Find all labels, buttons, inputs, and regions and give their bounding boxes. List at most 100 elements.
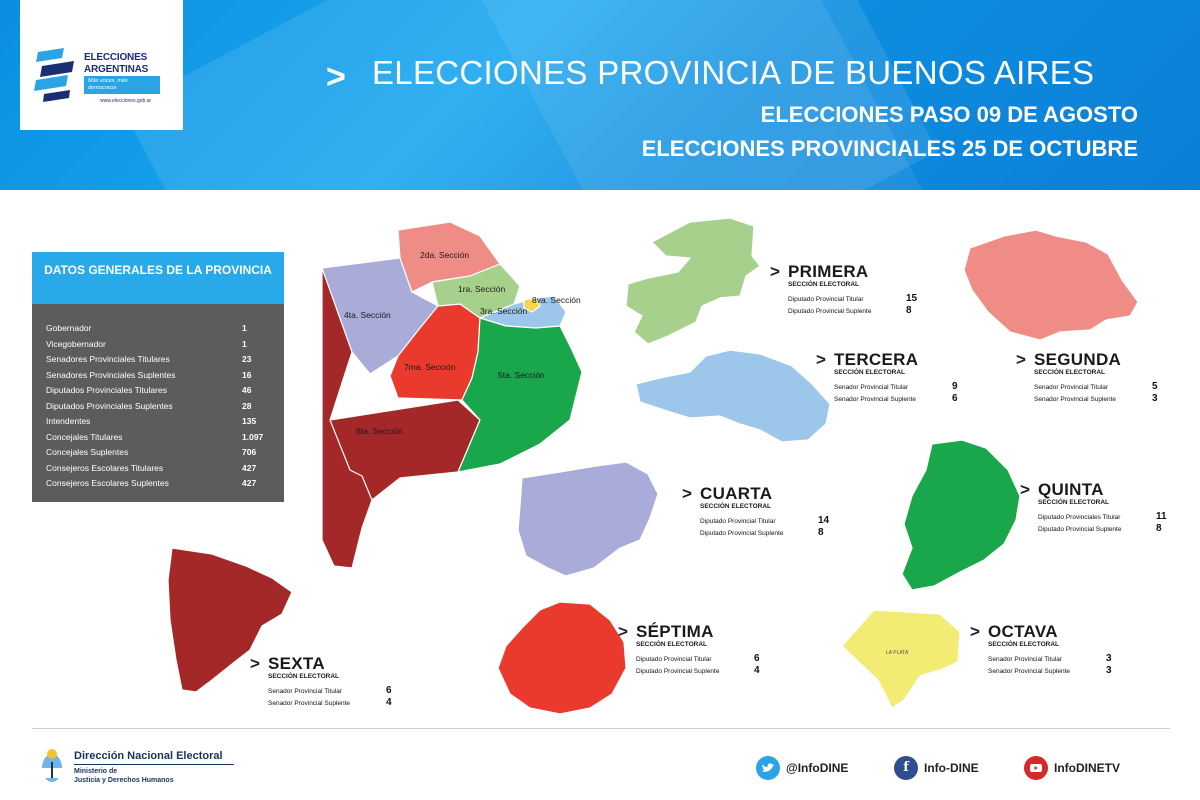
section-row-label: Diputado Provincial Suplente — [636, 668, 720, 675]
segunda-map — [963, 229, 1139, 341]
octava-map — [841, 609, 961, 709]
page-title: ELECCIONES PROVINCIA DE BUENOS AIRES — [372, 54, 1095, 91]
section-row-label: Senador Provincial Titular — [834, 384, 909, 391]
section-name: PRIMERA — [788, 262, 869, 281]
section-row-value: 8 — [906, 305, 912, 316]
footer-ministry-line1: Ministerio de — [74, 768, 118, 775]
section-row-value: 3 — [1152, 393, 1158, 404]
general-data-label: Senadores Provinciales Titulares — [46, 354, 170, 364]
section-row-label: Diputado Provincial Titular — [636, 656, 712, 663]
section-row-label: Senador Provincial Titular — [988, 656, 1063, 663]
general-data-label: Concejales Titulares — [46, 431, 123, 442]
province-label-s3: 3ra. Sección — [480, 306, 528, 316]
logo-text-line2: ARGENTINAS — [84, 64, 149, 75]
general-data-label: Senadores Provinciales Suplentes — [46, 369, 176, 380]
section-subtitle: SECCIÓN ELECTORAL — [834, 369, 906, 376]
septima-map — [497, 601, 627, 715]
section-row-value: 4 — [754, 665, 760, 676]
general-data-value: 706 — [242, 447, 257, 457]
general-data-row: Consejeros Escolares Titulares 427 — [32, 461, 284, 477]
province-label-s7: 7ma. Sección — [404, 362, 456, 372]
general-data-row: Diputados Provinciales Suplentes 28 — [32, 399, 284, 415]
tercera-map — [635, 349, 831, 443]
facebook-f-icon: f — [894, 756, 918, 780]
general-data-row: Diputados Provinciales Titulares 46 — [32, 383, 284, 399]
general-data-value: 1.097 — [242, 431, 264, 442]
chevron-right-icon: > — [770, 262, 780, 281]
province-label-s5: 5ta. Sección — [498, 370, 545, 380]
general-data-row: Consejeros Escolares Suplentes 427 — [32, 476, 284, 492]
general-data-row: Senadores Provinciales Titulares 23 — [32, 352, 284, 368]
section-subtitle: SECCIÓN ELECTORAL — [700, 503, 772, 510]
general-data-row: Concejales Suplentes 706 — [32, 445, 284, 461]
section-row-value: 6 — [754, 653, 760, 664]
province-label-s1: 1ra. Sección — [458, 284, 506, 294]
chevron-right-icon: > — [1016, 350, 1026, 369]
general-data-value: 28 — [242, 400, 252, 411]
section-row-value: 11 — [1156, 511, 1167, 522]
page-subtitle-paso: ELECCIONES PASO 09 DE AGOSTO — [760, 102, 1138, 127]
general-data-row: Vicegobernador 1 — [32, 337, 284, 353]
header-banner: ELECCIONES ARGENTINAS Más voces, más dem… — [0, 0, 1200, 190]
general-data-value: 46 — [242, 385, 252, 395]
section-row-value: 8 — [1156, 523, 1162, 534]
general-data-label: Vicegobernador — [46, 338, 106, 349]
section-row-label: Diputado Provincial Titular — [788, 296, 864, 303]
chevron-right-icon: > — [816, 350, 826, 369]
province-label-s8: 8va. Sección — [532, 295, 581, 305]
sexta-map — [167, 547, 293, 693]
general-data-value: 23 — [242, 354, 252, 364]
section-name: OCTAVA — [988, 622, 1058, 641]
primera-map — [625, 217, 761, 345]
section-row-label: Senador Provincial Titular — [268, 688, 343, 695]
section-row-value: 5 — [1152, 381, 1158, 392]
section-name: SÉPTIMA — [636, 622, 714, 641]
general-data-row: Gobernador 1 — [32, 321, 284, 337]
page-subtitle-provinciales: ELECCIONES PROVINCIALES 25 DE OCTUBRE — [641, 136, 1138, 161]
octava-city-label: LA PLATA — [886, 650, 909, 656]
chevron-right-icon: > — [618, 622, 628, 641]
twitter-bird-icon — [756, 756, 780, 780]
section-row-value: 3 — [1106, 653, 1112, 664]
footer-ministry-line2: Justicia y Derechos Humanos — [74, 777, 174, 784]
province-map — [321, 221, 583, 569]
section-row-value: 14 — [818, 515, 830, 526]
section-subtitle: SECCIÓN ELECTORAL — [1038, 499, 1110, 506]
section-subtitle: SECCIÓN ELECTORAL — [788, 281, 860, 288]
general-data-value: 16 — [242, 369, 252, 380]
logo-flag-icon — [34, 48, 74, 102]
twitter-handle: @InfoDINE — [786, 761, 849, 775]
elecciones-argentinas-logo: ELECCIONES ARGENTINAS Más voces, más dem… — [20, 0, 183, 130]
section-name: SEGUNDA — [1034, 350, 1122, 369]
map-labels: 2da. Sección 1ra. Sección 8va. Sección 3ra.… — [344, 250, 909, 656]
general-data-label: Intendentes — [46, 416, 91, 426]
quinta-map — [901, 439, 1021, 591]
section-row-value: 6 — [386, 685, 392, 696]
section-subtitle: SECCIÓN ELECTORAL — [636, 641, 708, 648]
section-row-label: Diputado Provincial Titular — [700, 518, 776, 525]
region-quinta-seccion — [457, 317, 583, 473]
section-row-label: Diputado Provinciales Titular — [1038, 514, 1121, 521]
general-data-label: Concejales Suplentes — [46, 447, 129, 457]
general-data-label: Diputados Provinciales Titulares — [46, 385, 167, 395]
general-data-label: Diputados Provinciales Suplentes — [46, 400, 173, 411]
section-row-label: Senador Provincial Suplente — [1034, 396, 1117, 403]
section-row-value: 15 — [906, 293, 918, 304]
section-row-label: Diputado Provincial Suplente — [700, 530, 784, 537]
section-row-value: 6 — [952, 393, 958, 404]
general-data-row: Senadores Provinciales Suplentes 16 — [32, 368, 284, 384]
chevron-right-icon: > — [970, 622, 980, 641]
logo-slogan: Más voces, más democracia — [84, 76, 160, 94]
footer-divider — [32, 728, 1170, 729]
region-octava-seccion — [523, 297, 541, 313]
argentina-coat-of-arms-icon — [42, 749, 62, 782]
general-data-row: Concejales Titulares 1.097 — [32, 430, 284, 446]
facebook-handle: Info-DINE — [924, 761, 979, 775]
logo-url: www.elecciones.gob.ar — [100, 98, 152, 104]
section-row-value: 9 — [952, 381, 958, 392]
section-row-label: Diputado Provincial Suplente — [1038, 526, 1122, 533]
section-row-value: 4 — [386, 697, 392, 708]
section-name: TERCERA — [834, 350, 919, 369]
section-name: SEXTA — [268, 654, 325, 673]
